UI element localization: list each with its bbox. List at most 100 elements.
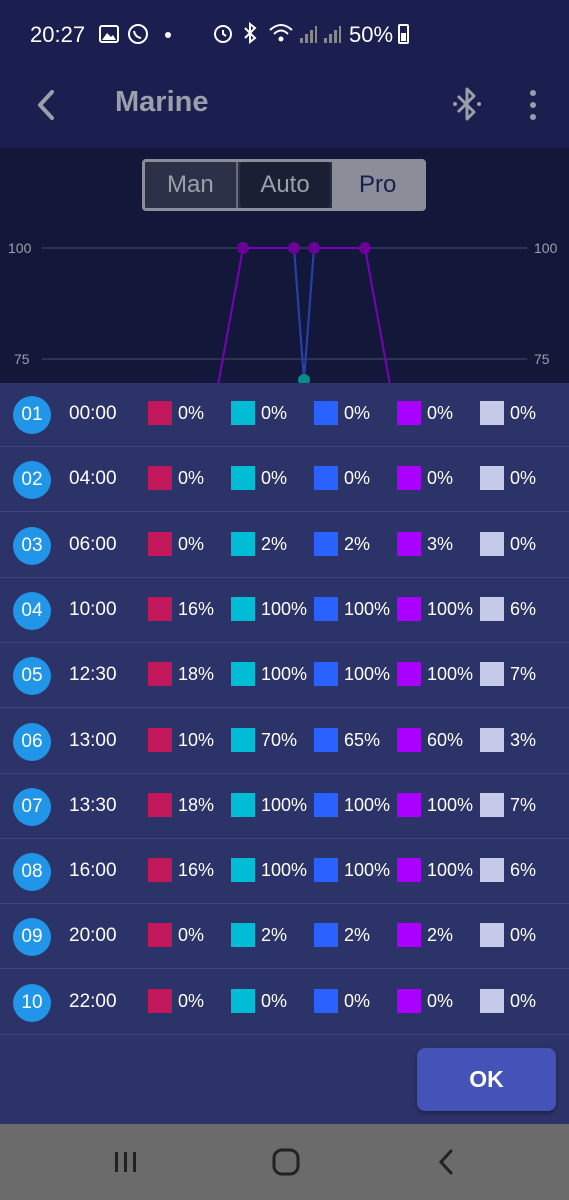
channel-2-value[interactable]: 2% bbox=[261, 925, 288, 946]
channel-1-swatch[interactable] bbox=[148, 531, 172, 556]
channel-5-value[interactable]: 7% bbox=[510, 794, 537, 815]
recent-apps-icon[interactable] bbox=[112, 1150, 140, 1174]
channel-5-swatch[interactable] bbox=[480, 531, 504, 556]
channel-4-swatch[interactable] bbox=[397, 466, 421, 491]
channel-4-value[interactable]: 100% bbox=[427, 860, 474, 881]
channel-5-value[interactable]: 0% bbox=[510, 533, 537, 554]
row-index-badge[interactable]: 08 bbox=[13, 853, 51, 892]
channel-5-value[interactable]: 6% bbox=[510, 860, 537, 881]
ok-button[interactable]: OK bbox=[417, 1048, 556, 1111]
row-index-badge[interactable]: 02 bbox=[13, 461, 51, 500]
channel-3-swatch[interactable] bbox=[314, 466, 338, 491]
schedule-row[interactable]: 06 13:00 10% 70% 65% 60% 3% bbox=[0, 710, 569, 774]
channel-4-swatch[interactable] bbox=[397, 401, 421, 425]
row-time[interactable]: 13:30 bbox=[69, 794, 117, 816]
channel-5-value[interactable]: 0% bbox=[510, 990, 537, 1011]
schedule-row[interactable]: 09 20:00 0% 2% 2% 2% 0% bbox=[0, 905, 569, 970]
channel-3-swatch[interactable] bbox=[314, 923, 338, 948]
channel-3-value[interactable]: 0% bbox=[344, 468, 371, 489]
channel-2-swatch[interactable] bbox=[231, 596, 255, 621]
channel-5-swatch[interactable] bbox=[480, 662, 504, 687]
channel-4-value[interactable]: 0% bbox=[427, 403, 454, 423]
channel-4-swatch[interactable] bbox=[397, 727, 421, 752]
channel-3-value[interactable]: 2% bbox=[344, 533, 371, 554]
channel-5-swatch[interactable] bbox=[480, 923, 504, 948]
channel-3-value[interactable]: 100% bbox=[344, 794, 391, 815]
channel-5-swatch[interactable] bbox=[480, 466, 504, 491]
row-index-badge[interactable]: 04 bbox=[13, 591, 51, 630]
row-index-badge[interactable]: 06 bbox=[13, 722, 51, 761]
row-index-badge[interactable]: 09 bbox=[13, 918, 51, 957]
schedule-row[interactable]: 08 16:00 16% 100% 100% 100% 6% bbox=[0, 840, 569, 905]
channel-5-swatch[interactable] bbox=[480, 727, 504, 752]
channel-2-value[interactable]: 0% bbox=[261, 403, 288, 423]
channel-4-swatch[interactable] bbox=[397, 596, 421, 621]
mode-man-button[interactable]: Man bbox=[145, 162, 238, 208]
point-16-00[interactable] bbox=[359, 242, 371, 254]
channel-1-swatch[interactable] bbox=[148, 923, 172, 948]
channel-1-value[interactable]: 16% bbox=[178, 860, 215, 881]
channel-4-swatch[interactable] bbox=[397, 792, 421, 817]
channel-2-swatch[interactable] bbox=[231, 988, 255, 1013]
channel-4-value[interactable]: 0% bbox=[427, 468, 454, 489]
channel-5-value[interactable]: 6% bbox=[510, 598, 537, 619]
channel-1-value[interactable]: 18% bbox=[178, 794, 215, 815]
channel-1-value[interactable]: 0% bbox=[178, 468, 205, 489]
channel-1-swatch[interactable] bbox=[148, 466, 172, 491]
back-arrow-icon[interactable] bbox=[32, 88, 62, 122]
channel-3-swatch[interactable] bbox=[314, 596, 338, 621]
channel-1-value[interactable]: 18% bbox=[178, 664, 215, 685]
channel-2-value[interactable]: 100% bbox=[261, 794, 308, 815]
channel-5-swatch[interactable] bbox=[480, 988, 504, 1013]
channel-4-swatch[interactable] bbox=[397, 923, 421, 948]
home-icon[interactable] bbox=[272, 1148, 300, 1176]
channel-3-swatch[interactable] bbox=[314, 662, 338, 687]
channel-1-value[interactable]: 0% bbox=[178, 925, 205, 946]
channel-3-swatch[interactable] bbox=[314, 858, 338, 883]
channel-2-value[interactable]: 100% bbox=[261, 860, 308, 881]
channel-3-swatch[interactable] bbox=[314, 988, 338, 1013]
channel-2-value[interactable]: 0% bbox=[261, 468, 288, 489]
channel-3-value[interactable]: 0% bbox=[344, 403, 371, 423]
channel-2-swatch[interactable] bbox=[231, 466, 255, 491]
row-time[interactable]: 12:30 bbox=[69, 664, 117, 686]
channel-3-value[interactable]: 2% bbox=[344, 925, 371, 946]
channel-5-value[interactable]: 0% bbox=[510, 403, 537, 423]
channel-1-value[interactable]: 0% bbox=[178, 990, 205, 1011]
more-vert-icon[interactable] bbox=[526, 88, 540, 122]
channel-2-swatch[interactable] bbox=[231, 401, 255, 425]
channel-3-value[interactable]: 100% bbox=[344, 860, 391, 881]
schedule-row[interactable]: 02 04:00 0% 0% 0% 0% 0% bbox=[0, 448, 569, 513]
channel-1-swatch[interactable] bbox=[148, 662, 172, 687]
channel-1-swatch[interactable] bbox=[148, 596, 172, 621]
channel-4-value[interactable]: 100% bbox=[427, 598, 474, 619]
point-13-00[interactable] bbox=[298, 374, 310, 385]
channel-5-swatch[interactable] bbox=[480, 858, 504, 883]
channel-1-value[interactable]: 16% bbox=[178, 598, 215, 619]
schedule-row[interactable]: 07 13:30 18% 100% 100% 100% 7% bbox=[0, 775, 569, 839]
channel-2-value[interactable]: 2% bbox=[261, 533, 288, 554]
channel-2-value[interactable]: 0% bbox=[261, 990, 288, 1011]
channel-3-value[interactable]: 0% bbox=[344, 990, 371, 1011]
row-time[interactable]: 13:00 bbox=[69, 729, 117, 751]
row-time[interactable]: 06:00 bbox=[69, 533, 117, 555]
point-12-30[interactable] bbox=[288, 242, 300, 254]
channel-3-swatch[interactable] bbox=[314, 727, 338, 752]
channel-5-swatch[interactable] bbox=[480, 792, 504, 817]
channel-3-value[interactable]: 100% bbox=[344, 598, 391, 619]
schedule-row[interactable]: 05 12:30 18% 100% 100% 100% 7% bbox=[0, 644, 569, 709]
channel-4-swatch[interactable] bbox=[397, 662, 421, 687]
schedule-row[interactable]: 01 00:00 0% 0% 0% 0% 0% bbox=[0, 383, 569, 447]
point-13-30[interactable] bbox=[308, 242, 320, 254]
row-time[interactable]: 04:00 bbox=[69, 468, 117, 490]
row-time[interactable]: 00:00 bbox=[69, 403, 117, 424]
channel-4-swatch[interactable] bbox=[397, 988, 421, 1013]
channel-2-value[interactable]: 70% bbox=[261, 729, 298, 750]
channel-2-swatch[interactable] bbox=[231, 662, 255, 687]
channel-1-value[interactable]: 0% bbox=[178, 403, 205, 423]
schedule-row[interactable]: 10 22:00 0% 0% 0% 0% 0% bbox=[0, 971, 569, 1035]
channel-2-value[interactable]: 100% bbox=[261, 664, 308, 685]
row-index-badge[interactable]: 07 bbox=[13, 787, 51, 826]
channel-3-swatch[interactable] bbox=[314, 531, 338, 556]
schedule-row[interactable]: 03 06:00 0% 2% 2% 3% 0% bbox=[0, 514, 569, 578]
